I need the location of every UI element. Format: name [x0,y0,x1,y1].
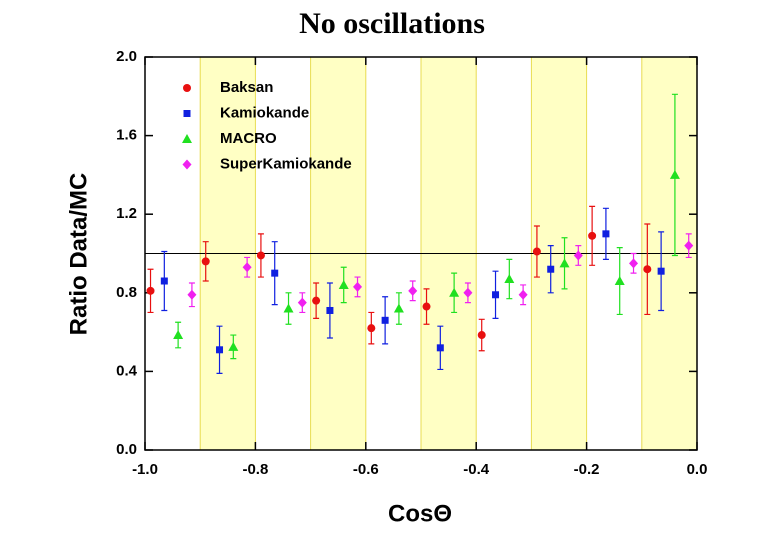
marker [393,303,404,313]
legend-label: Baksan [220,79,273,96]
marker [283,303,294,313]
marker [492,291,500,299]
legend-label: Kamiokande [220,104,309,121]
marker [271,269,279,277]
marker [297,297,307,308]
legend-label: SuperKamiokande [220,155,352,172]
marker [183,84,191,92]
y-tick-label: 1.6 [116,127,137,144]
marker [353,281,363,292]
y-tick-label: 0.8 [116,284,137,301]
x-axis-label: CosΘ [388,500,452,527]
x-tick-label: -0.8 [242,461,268,478]
chart-title: No oscillations [299,7,485,40]
marker [449,287,460,297]
marker [518,289,528,300]
marker [228,341,239,351]
x-tick-label: 0.0 [687,461,708,478]
y-tick-label: 1.2 [116,205,137,222]
marker [173,330,184,340]
marker [532,247,541,256]
marker [187,289,197,300]
marker [183,110,191,117]
marker [326,306,334,314]
marker [684,240,694,251]
y-tick-label: 2.0 [116,48,137,65]
marker [547,265,555,273]
marker [669,169,680,179]
marker [338,279,349,289]
marker [477,331,486,340]
marker [408,285,418,296]
marker [436,344,444,352]
marker [160,277,168,285]
marker [312,296,321,305]
x-tick-label: -0.2 [574,461,600,478]
x-tick-label: -1.0 [132,461,158,478]
y-axis-label: Ratio Data/MC [65,173,92,336]
marker [242,262,252,273]
marker [146,286,155,295]
marker [588,231,597,240]
marker [573,250,583,261]
x-tick-label: -0.4 [463,461,490,478]
marker [657,267,665,275]
marker [256,251,265,260]
x-tick-label: -0.6 [353,461,379,478]
marker [201,257,210,266]
marker [559,258,570,268]
marker [614,276,625,286]
marker [381,316,389,324]
marker [422,302,431,311]
marker [643,265,652,274]
marker [602,230,610,238]
marker [182,134,192,143]
marker [629,258,639,269]
y-tick-label: 0.4 [116,362,138,379]
marker [367,324,376,333]
plot-frame [144,56,698,451]
y-tick-label: 0.0 [116,441,137,458]
marker [504,274,515,284]
legend-label: MACRO [220,130,277,147]
marker [463,287,473,298]
marker [182,159,192,170]
marker [216,346,224,354]
